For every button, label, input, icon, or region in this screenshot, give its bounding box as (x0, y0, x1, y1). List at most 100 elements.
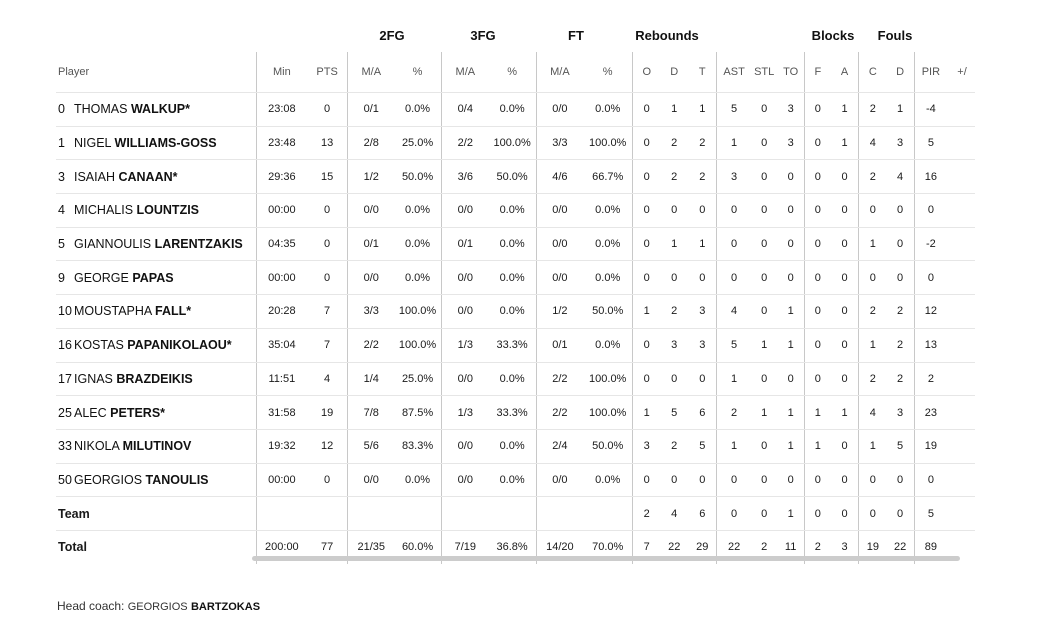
stat-plus-minus (947, 92, 975, 127)
column-header-row: Player Min PTS M/A% M/A% M/A% O D T AST STL TO F A C D P… (56, 52, 975, 93)
stat-reb-t: 3 (688, 328, 717, 363)
player-name[interactable]: 4 MICHALIS LOUNTZIS (56, 193, 257, 228)
stat-ft-ma: 2/2 (535, 395, 584, 430)
stat-fg3-ma: 0/1 (440, 227, 489, 262)
stat-stl: 1 (750, 395, 778, 430)
player-name[interactable]: 5 GIANNOULIS LARENTZAKIS (56, 227, 257, 262)
stat-min: 00:00 (255, 260, 307, 296)
stat-stl: 0 (750, 159, 778, 195)
stat-ast: 4 (716, 294, 751, 329)
stat-blk-f: 1 (803, 395, 831, 430)
player-first-name: GEORGE (74, 270, 133, 285)
stat-ft-pct: 100.0% (583, 395, 633, 430)
stat-blk-a: 0 (830, 260, 859, 296)
stat-reb-t: 0 (688, 362, 717, 397)
stat-reb-t: 6 (688, 395, 717, 430)
stat-foul-c: 1 (858, 227, 887, 262)
stat-fg3-ma: 1/3 (440, 395, 489, 430)
stat-to: 0 (777, 362, 805, 397)
horizontal-scrollbar[interactable] (252, 556, 960, 561)
stat-foul-d: 0 (886, 193, 915, 228)
stat-stl: 1 (750, 328, 778, 363)
stat-pts: 7 (306, 294, 348, 329)
player-row: 16 KOSTAS PAPANIKOLAOU* 35:04 7 2/2 100.0% 1/3… (56, 328, 975, 363)
stat-to: 0 (777, 159, 805, 195)
player-first-name: IGNAS (74, 371, 117, 386)
stat-blk-f: 0 (803, 193, 831, 228)
stat-blk-a: 0 (830, 496, 859, 531)
stat-fg3-ma: 1/3 (440, 328, 489, 363)
stat-blk-f: 0 (803, 159, 831, 195)
column-header-blk-a: A (830, 52, 859, 93)
player-name[interactable]: 25 ALEC PETERS* (56, 395, 257, 430)
player-last-name: FALL* (155, 304, 192, 319)
player-name[interactable]: 16 KOSTAS PAPANIKOLAOU* (56, 328, 257, 363)
stat-pts (306, 496, 348, 531)
stat-min: 19:32 (255, 429, 307, 464)
player-name[interactable]: 1 NIGEL WILLIAMS-GOSS (56, 126, 257, 161)
player-name[interactable]: 50 GEORGIOS TANOULIS (56, 463, 257, 498)
player-name[interactable]: 10 MOUSTAPHA FALL* (56, 294, 257, 329)
column-header-reb-d: D (660, 52, 689, 93)
stat-reb-o: 0 (632, 92, 661, 127)
jersey-number: 33 (58, 439, 72, 454)
stat-fg2-ma: 0/0 (347, 260, 395, 296)
stat-min: 00:00 (255, 193, 307, 228)
stat-foul-d: 0 (886, 227, 915, 262)
player-first-name: NIGEL (74, 136, 115, 151)
stat-blk-f: 0 (803, 463, 831, 498)
stat-fg3-pct: 33.3% (488, 328, 536, 363)
stat-fg3-ma: 0/0 (440, 429, 489, 464)
stat-pts: 0 (306, 463, 348, 498)
stat-fg3-pct: 0.0% (488, 92, 536, 127)
stat-fg2-ma: 5/6 (347, 429, 395, 464)
player-name[interactable]: 0 THOMAS WALKUP* (56, 92, 257, 127)
team-row: Team 2 4 6 0 0 1 0 0 0 0 5 (56, 496, 975, 531)
player-row: 9 GEORGE PAPAS 00:00 0 0/0 0.0% 0/0 0.0% 0/0 0.0%… (56, 260, 975, 296)
stat-min: 23:48 (255, 126, 307, 161)
jersey-number: 50 (58, 472, 72, 487)
stat-min: 04:35 (255, 227, 307, 262)
player-name[interactable]: 17 IGNAS BRAZDEIKIS (56, 362, 257, 397)
group-2fg: 2FG (379, 28, 405, 43)
stat-ft-ma: 0/0 (535, 260, 584, 296)
player-row: 10 MOUSTAPHA FALL* 20:28 7 3/3 100.0% 0/0 0.0% 1… (56, 294, 975, 329)
stat-ast: 1 (716, 362, 751, 397)
player-row: 5 GIANNOULIS LARENTZAKIS 04:35 0 0/1 0.0% 0/1 0… (56, 227, 975, 262)
stat-stl: 0 (750, 463, 778, 498)
player-name[interactable]: 9 GEORGE PAPAS (56, 260, 257, 296)
stat-blk-a: 0 (830, 193, 859, 228)
player-name[interactable]: 3 ISAIAH CANAAN* (56, 159, 257, 195)
player-first-name: GEORGIOS (74, 472, 146, 487)
stat-blk-f: 0 (803, 294, 831, 329)
player-last-name: PAPANIKOLAOU* (127, 338, 232, 353)
stat-reb-o: 0 (632, 260, 661, 296)
player-last-name: PETERS* (110, 405, 166, 420)
stat-pts: 0 (306, 193, 348, 228)
stats-table: Player Min PTS M/A% M/A% M/A% O D T AST STL TO F A C D P… (56, 52, 975, 564)
team-label: Team (56, 496, 257, 531)
player-row: 3 ISAIAH CANAAN* 29:36 15 1/2 50.0% 3/6 50.0% 4/… (56, 159, 975, 195)
column-header-plus-minus: +/ (947, 52, 975, 93)
column-header-to: TO (777, 52, 805, 93)
stat-fg3-ma: 0/0 (440, 294, 489, 329)
player-name[interactable]: 33 NIKOLA MILUTINOV (56, 429, 257, 464)
stat-foul-d: 0 (886, 496, 915, 531)
stat-ft-pct (583, 496, 633, 531)
column-header-foul-c: C (858, 52, 887, 93)
stat-pir: 13 (913, 328, 948, 363)
player-first-name: MOUSTAPHA (74, 304, 156, 319)
stat-plus-minus (947, 159, 975, 195)
stat-pir: -4 (913, 92, 948, 127)
jersey-number: 10 (58, 304, 72, 319)
stat-to: 1 (777, 429, 805, 464)
group-3fg: 3FG (470, 28, 496, 43)
stat-ft-ma: 3/3 (535, 126, 584, 161)
stat-min: 00:00 (255, 463, 307, 498)
stat-to: 1 (777, 328, 805, 363)
stat-ft-ma: 0/0 (535, 463, 584, 498)
jersey-number: 1 (58, 136, 65, 151)
stat-blk-f: 1 (803, 429, 831, 464)
stat-foul-c: 2 (858, 159, 887, 195)
stat-fg3-pct (488, 496, 536, 531)
